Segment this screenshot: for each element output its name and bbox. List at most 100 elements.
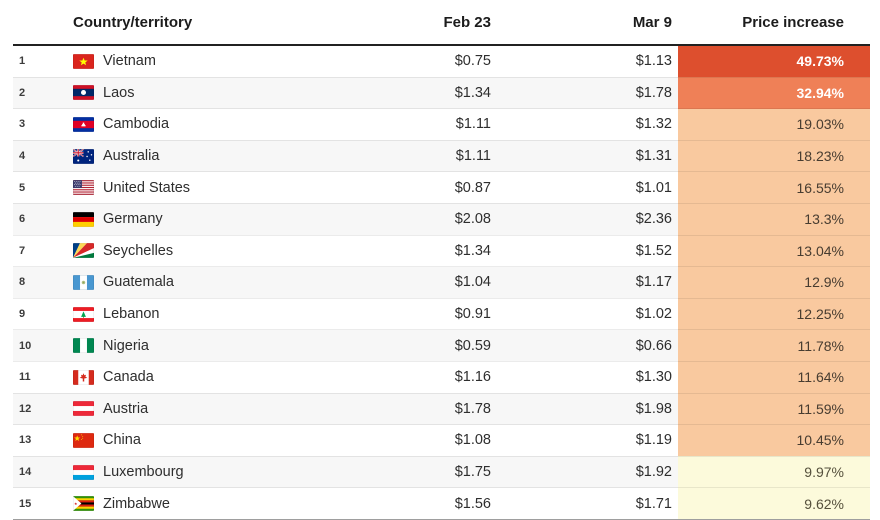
country-name: Luxembourg [103, 464, 184, 481]
country-name: Zimbabwe [103, 495, 170, 512]
feb23-cell: $1.34 [393, 234, 497, 267]
mar9-cell: $1.02 [497, 297, 678, 330]
country-name: Canada [103, 369, 154, 386]
feb23-cell: $0.87 [393, 171, 497, 204]
mar9-cell: $1.19 [497, 424, 678, 457]
zimbabwe-flag-icon [73, 496, 94, 511]
mar9-cell: $1.31 [497, 139, 678, 172]
feb23-cell: $0.75 [454, 53, 491, 70]
country-name: Australia [103, 148, 160, 165]
price-increase-cell: 13.04% [678, 234, 870, 267]
mar9-header: Mar 9 [497, 0, 678, 46]
table-header: Country/territory Feb 23 Mar 9 Price inc… [13, 0, 870, 46]
table-row: 10 Nigeria $0.59 $0.66 11.78% [13, 329, 870, 362]
country-cell: Nigeria [58, 329, 393, 362]
mar9-cell: $2.36 [497, 202, 678, 236]
lebanon-flag-icon [73, 306, 94, 322]
rank-cell: 8 [13, 266, 58, 299]
feb23-header: Feb 23 [393, 0, 497, 46]
guatemala-flag-icon [73, 275, 94, 290]
table-row: 11 Canada $1.16 $1.30 11.64% [13, 360, 870, 394]
table-row: 12 Austria $1.78 $1.98 11.59% [13, 392, 870, 425]
vietnam-flag-icon [73, 53, 94, 69]
feb23-cell: $0.91 [393, 297, 497, 330]
luxembourg-flag-icon [73, 464, 94, 480]
mar9-cell: $1.30 [497, 360, 678, 394]
australia-flag-icon [73, 148, 94, 164]
mar9-cell: $1.01 [497, 171, 678, 204]
cambodia-flag-icon [73, 117, 94, 132]
mar9-cell: $1.17 [497, 266, 678, 299]
price-increase-header: Price increase [678, 0, 870, 46]
table-row: 14 Luxembourg $1.75 $1.92 9.97% [13, 455, 870, 488]
rank-cell: 2 [13, 76, 58, 109]
feb23-cell: $1.16 [393, 360, 497, 394]
mar9-cell: $0.66 [497, 329, 678, 362]
country-name: United States [103, 179, 191, 196]
table-row: 9 Lebanon $0.91 $1.02 12.25% [13, 297, 870, 330]
price-increase-cell: 11.64% [678, 360, 870, 394]
price-increase-cell: 16.55% [678, 171, 870, 204]
austria-flag-icon [73, 401, 94, 417]
nigeria-flag-icon [73, 338, 94, 353]
country-cell: Vietnam [58, 45, 393, 77]
mar9-cell: $1.71 [497, 487, 678, 520]
canada-flag-icon [73, 369, 94, 385]
rank-cell: 3 [13, 108, 58, 141]
feb23-cell: $1.75 [393, 455, 497, 488]
seychelles-flag-icon [73, 243, 94, 259]
price-increase-cell: 11.59% [678, 392, 870, 425]
country-cell: Laos [58, 76, 393, 109]
rank-cell: 14 [13, 455, 58, 488]
rank-header [13, 0, 58, 46]
rank-cell: 4 [13, 139, 58, 172]
table-row: 15 Zimbabwe $1.56 $1.71 9.62% [13, 487, 870, 520]
price-increase-cell: 9.97% [678, 455, 870, 488]
feb23-cell: $1.56 [393, 487, 497, 520]
china-flag-icon [73, 433, 94, 448]
country-name: Seychelles [103, 242, 174, 259]
country-name: Nigeria [103, 337, 149, 354]
feb23-cell: $1.78 [393, 392, 497, 425]
feb23-cell: $2.08 [393, 202, 497, 236]
country-name: Germany [103, 211, 163, 228]
price-increase-cell: 18.23% [678, 139, 870, 172]
rank-cell: 13 [13, 424, 58, 457]
table-row: 13 China $1.08 $1.19 10.45% [13, 424, 870, 457]
country-name: Cambodia [103, 116, 170, 133]
united-states-flag-icon [73, 180, 94, 196]
price-increase-cell: 12.9% [678, 266, 870, 299]
price-increase-cell: 32.94% [678, 76, 870, 109]
mar9-cell: $1.78 [497, 76, 678, 109]
rank-cell: 11 [13, 360, 58, 394]
country-name: Guatemala [103, 274, 174, 291]
price-increase-cell: 13.3% [678, 202, 870, 236]
country-cell: Australia [58, 139, 393, 172]
table-row: 4 Australia $1.11 $1.31 18.23% [13, 139, 870, 172]
price-increase-cell: 19.03% [678, 108, 870, 141]
mar9-cell: $1.32 [497, 108, 678, 141]
rank-cell: 9 [13, 297, 58, 330]
country-cell: China [58, 424, 393, 457]
table-row: 8 Guatemala $1.04 $1.17 12.9% [13, 266, 870, 299]
rank-cell: 1 [19, 55, 26, 68]
price-increase-cell: 11.78% [678, 329, 870, 362]
country-cell: United States [58, 171, 393, 204]
table-row: 6 Germany $2.08 $2.36 13.3% [13, 202, 870, 236]
country-cell: Austria [58, 392, 393, 425]
country-cell: Guatemala [58, 266, 393, 299]
rank-cell: 7 [13, 234, 58, 267]
price-increase-cell: 12.25% [678, 297, 870, 330]
price-increase-cell: 49.73% [678, 45, 870, 78]
country-cell: Germany [58, 202, 393, 236]
country-cell: Cambodia [58, 108, 393, 141]
rank-cell: 12 [13, 392, 58, 425]
table-row: 5 United States $0.87 $1.01 16.55% [13, 171, 870, 204]
germany-flag-icon [73, 211, 94, 227]
table-row: 1 Vietnam $0.75 $1.13 49.73% [13, 45, 870, 78]
rank-cell: 5 [13, 171, 58, 204]
price-increase-cell: 10.45% [678, 424, 870, 457]
mar9-cell: $1.98 [497, 392, 678, 425]
country-header: Country/territory [58, 0, 393, 46]
feb23-cell: $1.04 [393, 266, 497, 299]
